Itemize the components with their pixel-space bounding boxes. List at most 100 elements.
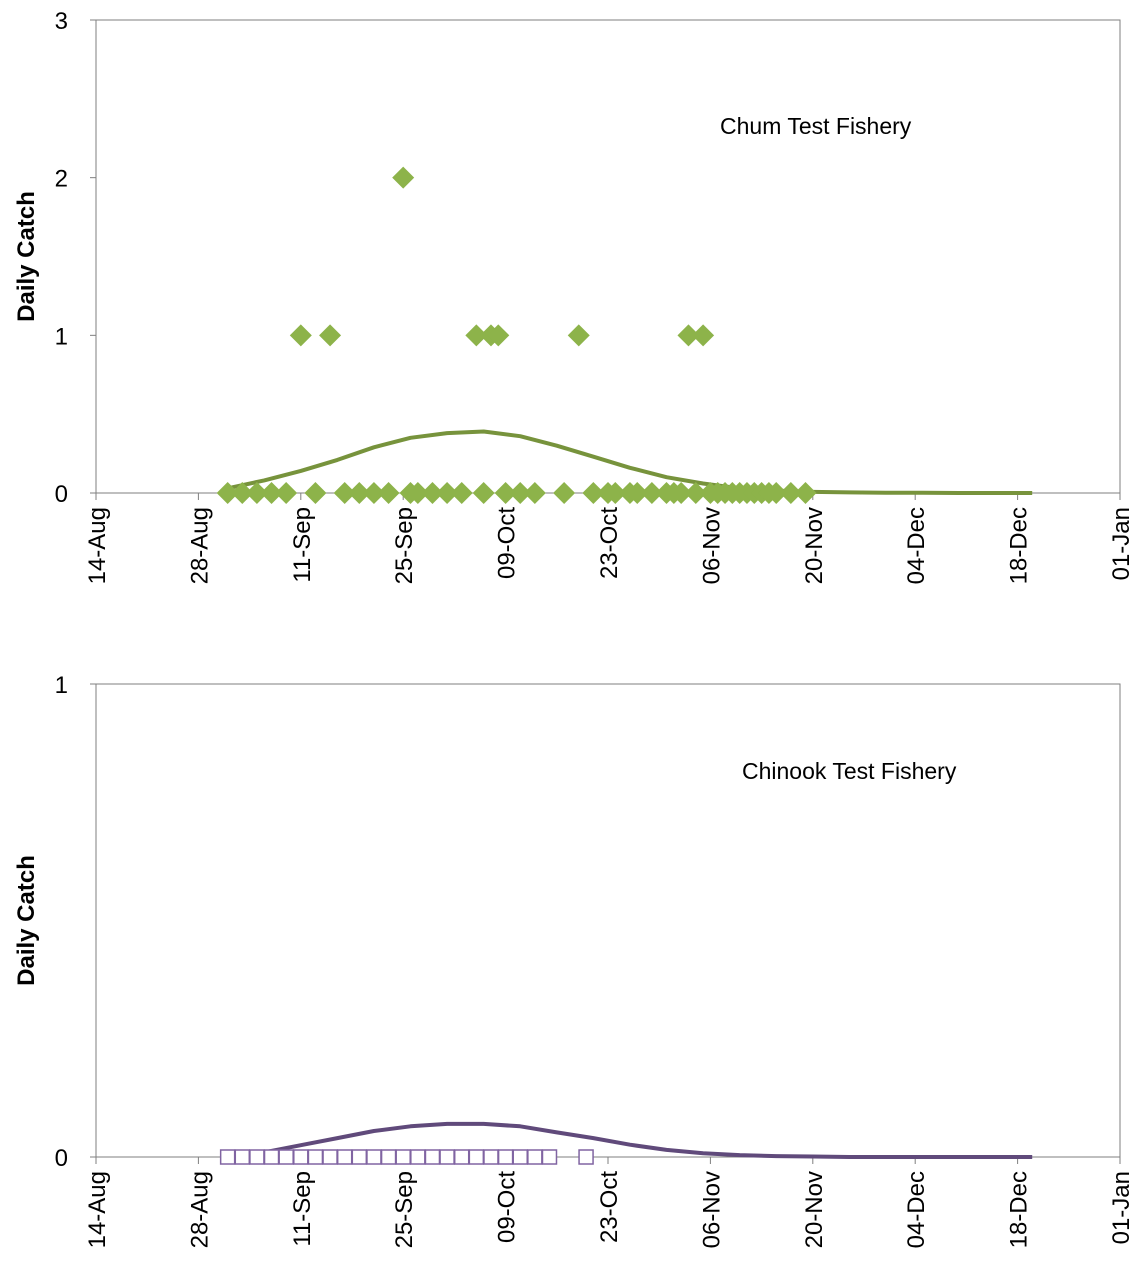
data-point [260,482,283,504]
chum-panel: 0 1 2 3 14-Aug 28-Aug 11-Sep 25-Sep 09-Oct 23-Oct… [13,8,1135,584]
data-point [421,482,444,504]
plot-area [95,19,1121,494]
data-point [677,324,700,347]
data-point [289,324,312,347]
data-point [263,1149,280,1165]
data-point [439,1149,455,1165]
data-point [245,482,268,504]
data-point [487,324,510,347]
data-point [453,1149,470,1165]
x-tick-label: 18-Dec [1006,507,1033,584]
data-point [351,1149,368,1165]
x-tick-label: 06-Nov [698,507,725,584]
x-tick-label: 01-Jan [1108,1171,1135,1244]
data-point [578,1149,594,1165]
x-tick-label: 25-Sep [391,1171,418,1248]
data-point [465,324,488,347]
fitted-curve [227,429,1033,495]
x-tick-label: 09-Oct [494,1171,521,1243]
x-tick-label: 28-Aug [186,507,213,584]
y-axis-title: Daily Catch [13,855,40,986]
data-point [395,1149,411,1165]
data-point [322,1149,338,1165]
chinook-panel: 0 1 14-Aug 28-Aug 11-Sep 25-Sep 09-Oct 23-Oct 06… [13,672,1135,1248]
data-point [410,1149,426,1165]
x-tick-label: 18-Dec [1006,1171,1033,1248]
data-point [553,482,576,504]
data-point [794,482,817,504]
data-point [231,482,254,504]
data-point [234,1149,251,1165]
y-tick-label: 2 [55,166,68,193]
data-point [670,482,693,504]
data-point [219,1149,236,1165]
x-tick-label: 09-Oct [494,507,521,579]
data-point [626,482,649,504]
data-point [541,1149,558,1165]
y-tick-label: 3 [55,8,68,35]
data-point [450,482,473,504]
y-tick-label: 1 [55,323,68,350]
x-tick-label: 14-Aug [84,507,111,584]
x-tick-label: 01-Jan [1108,507,1135,580]
data-point [509,482,532,504]
x-tick-label: 23-Oct [596,1171,623,1243]
x-tick-label: 06-Nov [698,1171,725,1248]
data-point [319,324,342,347]
data-point [424,1149,441,1165]
fitted-curve [227,1121,1033,1159]
x-tick-label: 11-Sep [289,507,316,583]
data-point [336,1149,353,1165]
y-tick-label: 0 [55,481,68,508]
data-point [483,1149,499,1165]
data-point [684,482,707,504]
data-point [604,482,627,504]
x-tick-label: 04-Dec [903,507,930,584]
data-point [362,482,385,504]
x-tick-label: 11-Sep [289,1171,316,1247]
x-tick-label: 28-Aug [186,1171,213,1248]
plot-area [95,683,1121,1158]
data-point [275,482,298,504]
data-point [304,482,327,504]
data-point [333,482,356,504]
x-tick-label: 14-Aug [84,1171,111,1248]
y-axis-title: Daily Catch [13,191,40,322]
y-tick-label: 1 [55,672,68,699]
data-point [366,1149,382,1165]
data-point [216,482,239,504]
data-point [567,324,590,347]
data-point [472,482,495,504]
data-point [392,166,415,189]
data-point [377,482,400,504]
data-point [779,482,802,504]
x-tick-label: 25-Sep [391,507,418,584]
y-tick-label: 0 [55,1145,68,1172]
data-point [278,1149,294,1165]
x-tick-label: 20-Nov [801,1171,828,1248]
data-point [406,482,429,504]
data-point [512,1149,528,1165]
data-point [293,1149,309,1165]
data-point [307,1149,324,1165]
data-point [494,482,517,504]
data-point [582,482,605,504]
x-tick-label: 23-Oct [596,507,623,579]
data-point [468,1149,485,1165]
data-point [380,1149,397,1165]
data-point [692,324,715,347]
data-point [497,1149,514,1165]
data-point [249,1149,265,1165]
data-point [527,1149,543,1165]
data-point [765,482,788,504]
data-point [436,482,459,504]
chart-annotation: Chum Test Fishery [720,113,912,139]
chart-annotation: Chinook Test Fishery [742,758,957,784]
data-point [523,482,546,504]
data-point [640,482,663,504]
x-tick-label: 04-Dec [903,1171,930,1248]
data-point [348,482,371,504]
x-tick-label: 20-Nov [801,507,828,584]
